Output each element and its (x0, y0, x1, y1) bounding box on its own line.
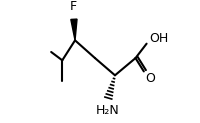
Polygon shape (71, 19, 77, 40)
Text: O: O (145, 72, 155, 85)
Text: F: F (70, 0, 77, 13)
Text: H₂N: H₂N (95, 104, 119, 117)
Text: OH: OH (149, 32, 168, 45)
